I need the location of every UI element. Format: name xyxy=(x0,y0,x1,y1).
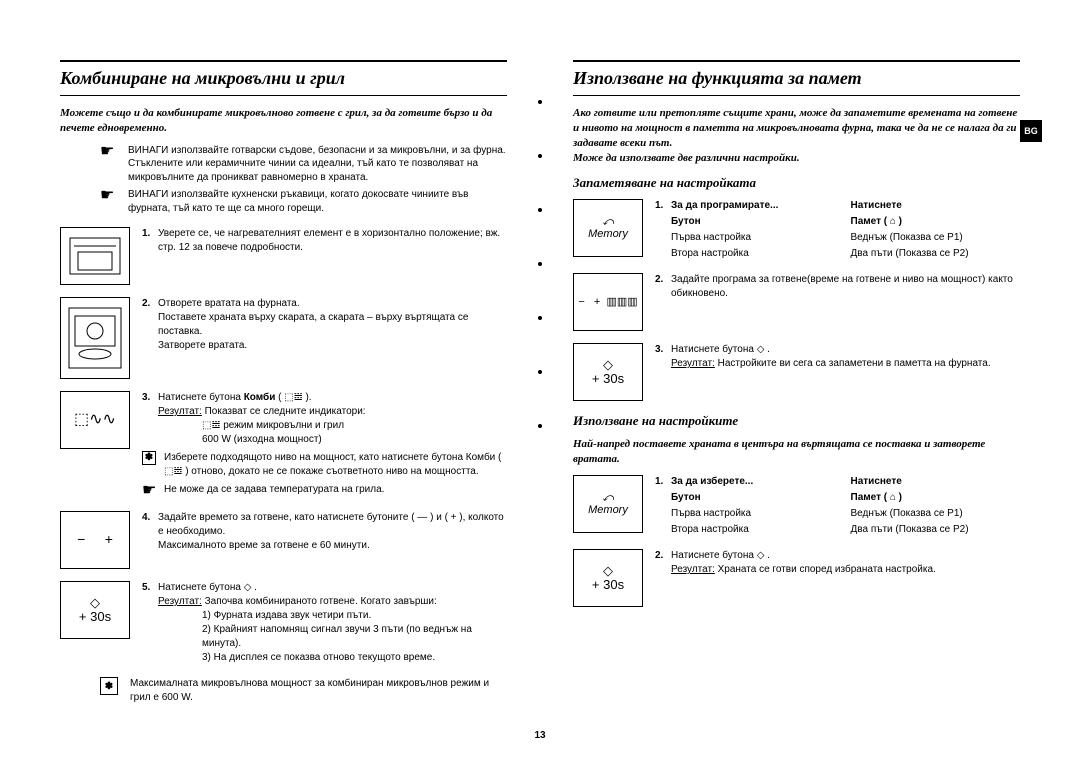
result-label: Резултат: xyxy=(158,596,202,607)
indicator-lines: ⬚𝍂 режим микровълни и грил 600 W (изходн… xyxy=(202,419,507,447)
table-header: Натиснете xyxy=(851,199,1021,213)
note-text: Не може да се задава температурата на гр… xyxy=(164,483,384,499)
combi-button-icon: ⬚∿∿ xyxy=(60,391,130,449)
result-text: Показват се следните индикатори: xyxy=(202,406,366,417)
table-cell: Първа настройка xyxy=(671,231,841,245)
right-column: Използване на функцията за памет Ако гот… xyxy=(573,60,1020,705)
use-step-2: ◇ + 30s 2.Натиснете бутона ◇ . Резултат:… xyxy=(573,549,1020,607)
memory-step-1: ⤺ Memory 1. За да програмирате... Натисн… xyxy=(573,199,1020,261)
step-text: Натиснете бутона ◇ . xyxy=(671,343,1020,357)
power-level-icon: − + ▥▥▥ xyxy=(573,273,643,331)
diagram-oven-open xyxy=(60,297,130,379)
table-header: За да програмирате... xyxy=(671,199,841,213)
start-30s-icon: ◇ + 30s xyxy=(573,549,643,607)
table-cell: Памет ( ⌂ ) xyxy=(851,491,1021,505)
table-cell: Първа настройка xyxy=(671,507,841,521)
pointer-icon: ☛ xyxy=(100,188,118,204)
result-text: Започва комбинираното готвене. Когато за… xyxy=(202,596,437,607)
memory-icon: ⤺ Memory xyxy=(573,199,643,257)
result-text: Храната се готви според избраната настро… xyxy=(715,564,936,575)
binding-dots xyxy=(537,60,543,705)
table-cell: Втора настройка xyxy=(671,247,841,261)
table-cell: Памет ( ⌂ ) xyxy=(851,215,1021,229)
start-30s-icon: ◇ + 30s xyxy=(573,343,643,401)
bottom-note: ✽ Максималната микровълнова мощност за к… xyxy=(60,677,507,705)
pointer-icon: ☛ xyxy=(142,483,156,499)
step-5: ◇ + 30s 5.Натиснете бутона ◇ . Резултат:… xyxy=(60,581,507,665)
table-header: За да изберете... xyxy=(671,475,841,489)
result-label: Резултат: xyxy=(671,358,715,369)
safety-bullet-2: ☛ ВИНАГИ използвайте кухненски ръкавици,… xyxy=(60,188,507,215)
step-1: 1.Уверете се, че нагревателният елемент … xyxy=(60,227,507,285)
table-cell: Два пъти (Показва се P2) xyxy=(851,247,1021,261)
safety-bullet-1: ☛ ВИНАГИ използвайте готварски съдове, б… xyxy=(60,144,507,185)
memory-step-2: − + ▥▥▥ 2.Задайте програма за готвене(вр… xyxy=(573,273,1020,331)
page-number: 13 xyxy=(534,730,545,741)
step-text: Натиснете бутона Комби ( ⬚𝍂 ). xyxy=(158,391,507,405)
subhead-save: Запаметяване на настройката xyxy=(573,175,1020,191)
table-cell: Веднъж (Показва се P1) xyxy=(851,507,1021,521)
result-label: Резултат: xyxy=(671,564,715,575)
bullet-text: ВИНАГИ използвайте кухненски ръкавици, к… xyxy=(128,188,507,215)
step-text: Задайте времето за готвене, като натисне… xyxy=(158,511,507,553)
result-text: Настройките ви сега са запаметени в паме… xyxy=(715,358,991,369)
memory-step-3: ◇ + 30s 3.Натиснете бутона ◇ . Резултат:… xyxy=(573,343,1020,401)
result-lines: 1) Фурната издава звук четири пъти. 2) К… xyxy=(202,609,507,665)
subhead-use: Използване на настройките xyxy=(573,413,1020,429)
step-4: − + 4.Задайте времето за готвене, като н… xyxy=(60,511,507,569)
step-text: Отворете вратата на фурната. Поставете х… xyxy=(158,297,507,353)
use-step-1: ⤺ Memory 1. За да изберете... Натиснете … xyxy=(573,475,1020,537)
step-3: ⬚∿∿ 3.Натиснете бутона Комби ( ⬚𝍂 ). Рез… xyxy=(60,391,507,499)
result-label: Резултат: xyxy=(158,406,202,417)
diagram-heating-element xyxy=(60,227,130,285)
pointer-icon: ☛ xyxy=(100,144,118,160)
right-title: Използване на функцията за памет xyxy=(573,68,1020,96)
left-column: Комбиниране на микровълни и грил Можете … xyxy=(60,60,507,705)
step-2: 2.Отворете вратата на фурната. Поставете… xyxy=(60,297,507,379)
table-header: Натиснете xyxy=(851,475,1021,489)
info-icon: ✽ xyxy=(142,451,156,465)
language-tab: BG xyxy=(1020,120,1042,142)
table-cell: Веднъж (Показва се P1) xyxy=(851,231,1021,245)
info-icon: ✽ xyxy=(100,677,118,695)
page-columns: Комбиниране на микровълни и грил Можете … xyxy=(60,60,1020,705)
step-text: Натиснете бутона ◇ . xyxy=(671,549,1020,563)
left-intro: Можете също и да комбинирате микровълнов… xyxy=(60,106,507,136)
table-cell: Бутон xyxy=(671,215,841,229)
table-cell: Втора настройка xyxy=(671,523,841,537)
step-text: Задайте програма за готвене(време на гот… xyxy=(671,273,1020,301)
note-text: Изберете подходящото ниво на мощност, ка… xyxy=(164,451,507,479)
table-cell: Бутон xyxy=(671,491,841,505)
right-intro: Ако готвите или претопляте същите храни,… xyxy=(573,106,1020,165)
memory-icon: ⤺ Memory xyxy=(573,475,643,533)
table-cell: Два пъти (Показва се P2) xyxy=(851,523,1021,537)
note-text: Максималната микровълнова мощност за ком… xyxy=(130,677,507,705)
step-text: Натиснете бутона ◇ . xyxy=(158,581,507,595)
start-30s-icon: ◇ + 30s xyxy=(60,581,130,639)
sub2-intro: Най-напред поставете храната в центъра н… xyxy=(573,437,1020,467)
minus-plus-icon: − + xyxy=(60,511,130,569)
left-title: Комбиниране на микровълни и грил xyxy=(60,68,507,96)
bullet-text: ВИНАГИ използвайте готварски съдове, без… xyxy=(128,144,507,185)
step-text: Уверете се, че нагревателният елемент е … xyxy=(158,227,507,255)
